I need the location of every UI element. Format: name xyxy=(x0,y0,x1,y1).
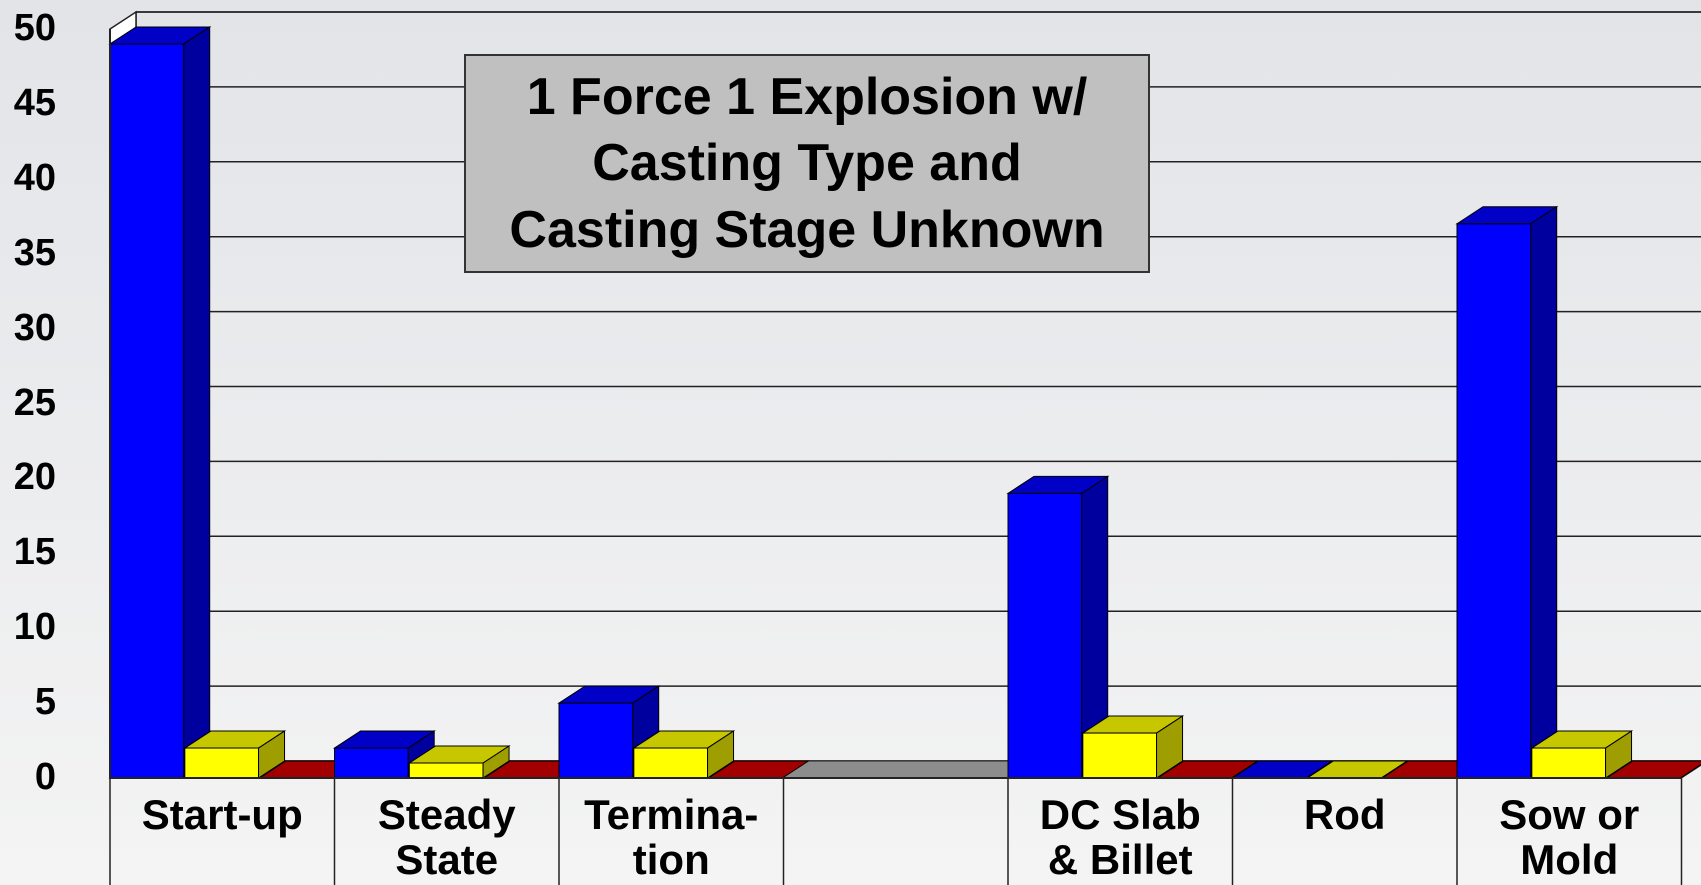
y-tick-label: 50 xyxy=(13,7,56,49)
bar xyxy=(1082,732,1158,779)
bar xyxy=(334,747,409,779)
bar xyxy=(184,747,260,779)
bar xyxy=(633,747,709,779)
bar-side xyxy=(1156,715,1184,779)
y-tick-label: 35 xyxy=(13,231,56,274)
y-tick-label: 45 xyxy=(13,81,56,124)
bar-side xyxy=(482,745,510,779)
y-tick-label: 25 xyxy=(13,381,56,424)
x-tick-label: Start-up xyxy=(141,791,303,838)
bar xyxy=(109,43,185,779)
chart-title: 1 Force 1 Explosion w/ Casting Type and … xyxy=(464,54,1150,273)
bar-side xyxy=(707,730,735,779)
bar xyxy=(558,702,634,779)
x-tick-label: Termina- tion xyxy=(584,791,759,884)
y-tick-label: 10 xyxy=(13,606,56,649)
y-tick-label: 5 xyxy=(34,681,56,724)
y-tick-label: 30 xyxy=(13,306,56,349)
y-tick-label: 20 xyxy=(13,456,56,499)
bar xyxy=(1531,747,1607,779)
bar-side xyxy=(183,26,211,779)
bar xyxy=(1007,492,1083,779)
bar-side xyxy=(1605,730,1633,779)
bar xyxy=(408,762,484,779)
x-tick-label: Sow or Mold xyxy=(1499,791,1640,884)
y-tick-label: 40 xyxy=(13,156,56,199)
x-tick-label: Steady State xyxy=(377,791,516,884)
y-tick-label: 15 xyxy=(13,531,56,574)
x-tick-label: Rod xyxy=(1303,791,1386,838)
bar xyxy=(1456,223,1532,779)
x-tick-label: DC Slab & Billet xyxy=(1039,791,1201,884)
y-tick-label: 0 xyxy=(34,756,56,798)
bar-side xyxy=(1530,205,1558,779)
bar-side xyxy=(258,730,286,779)
